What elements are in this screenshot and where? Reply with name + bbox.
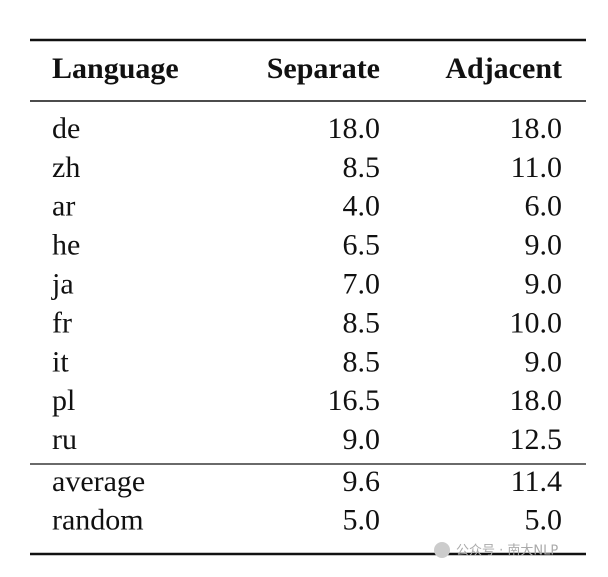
- value-cell: 18.0: [510, 112, 563, 145]
- header-cell: Adjacent: [445, 52, 562, 85]
- language-cell: pl: [52, 384, 75, 417]
- header-cell: Separate: [267, 52, 380, 85]
- value-cell: 16.5: [328, 384, 381, 417]
- value-cell: 4.0: [343, 190, 381, 223]
- watermark-icon: [434, 542, 450, 558]
- watermark: 公众号 · 南大NLP: [456, 543, 558, 559]
- summary-value-cell: 5.0: [343, 503, 381, 536]
- value-cell: 10.0: [510, 306, 563, 339]
- value-cell: 18.0: [510, 384, 563, 417]
- value-cell: 7.0: [343, 267, 381, 300]
- summary-value-cell: 11.4: [511, 465, 562, 498]
- summary-label-cell: average: [52, 465, 145, 498]
- value-cell: 6.0: [525, 190, 563, 223]
- value-cell: 8.5: [343, 345, 381, 378]
- value-cell: 11.0: [511, 151, 562, 184]
- value-cell: 18.0: [328, 112, 381, 145]
- summary-value-cell: 9.6: [343, 465, 381, 498]
- language-cell: de: [52, 112, 80, 145]
- value-cell: 9.0: [343, 423, 381, 456]
- language-cell: ar: [52, 190, 75, 223]
- language-cell: ru: [52, 423, 77, 456]
- summary-value-cell: 5.0: [525, 503, 563, 536]
- value-cell: 9.0: [525, 345, 563, 378]
- value-cell: 9.0: [525, 267, 563, 300]
- language-cell: he: [52, 229, 80, 262]
- value-cell: 12.5: [510, 423, 563, 456]
- language-cell: fr: [52, 306, 72, 339]
- language-cell: zh: [52, 151, 80, 184]
- header-cell: Language: [52, 52, 179, 85]
- summary-label-cell: random: [52, 503, 144, 536]
- value-cell: 9.0: [525, 229, 563, 262]
- value-cell: 6.5: [343, 229, 381, 262]
- value-cell: 8.5: [343, 151, 381, 184]
- value-cell: 8.5: [343, 306, 381, 339]
- language-cell: it: [52, 345, 69, 378]
- language-cell: ja: [51, 267, 74, 300]
